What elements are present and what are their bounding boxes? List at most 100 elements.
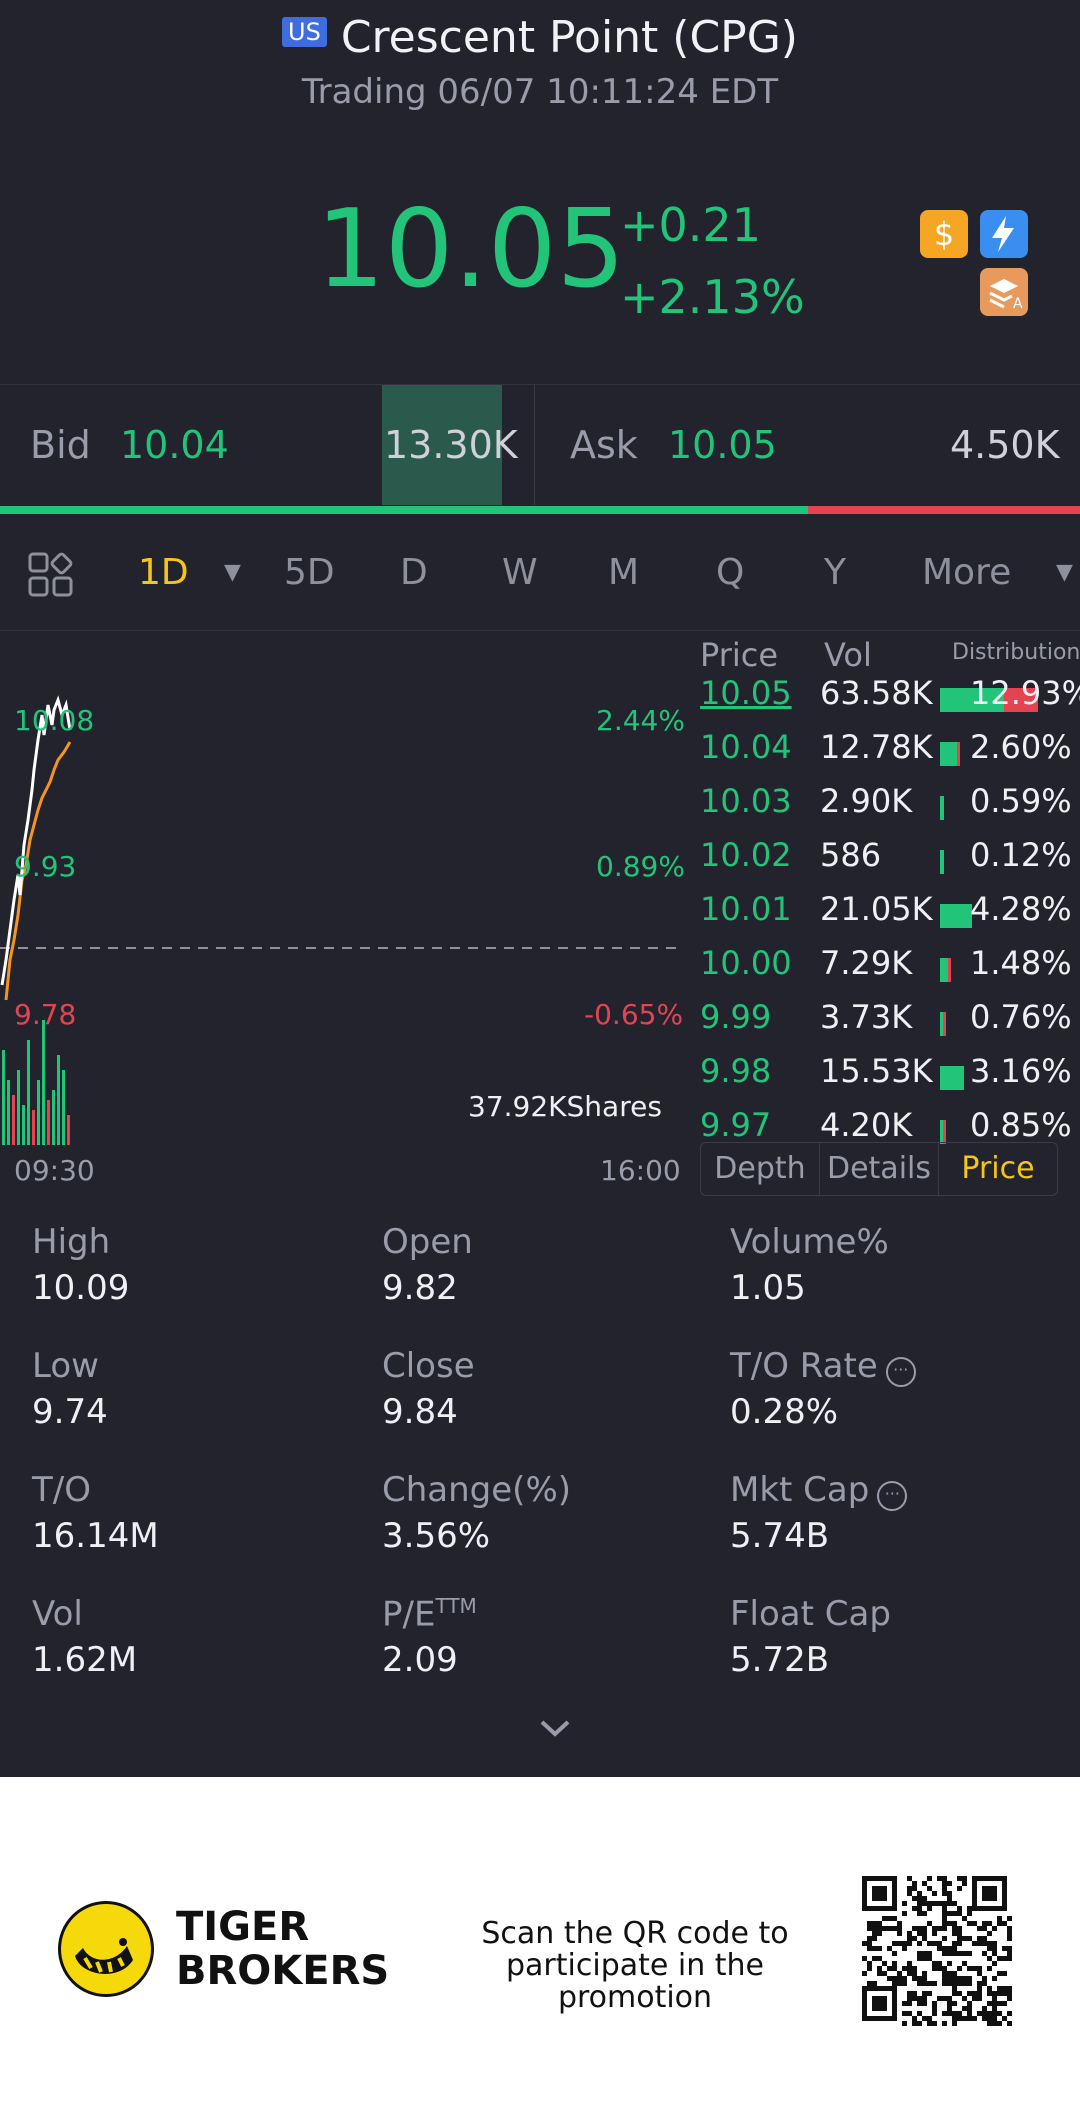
distribution-bar-buy	[940, 850, 944, 874]
row-percent: 2.60%	[970, 728, 1072, 766]
row-price: 10.04	[700, 728, 792, 766]
table-row[interactable]: 10.03 2.90K 0.59%	[0, 782, 1080, 836]
chart-period-tabs: 1D ▼ 5D D W M Q Y More ▼	[0, 540, 1080, 631]
ask-label: Ask	[570, 423, 638, 467]
distribution-bar-sell	[948, 958, 951, 982]
time-end-label: 16:00	[600, 1154, 681, 1187]
chevron-down-icon[interactable]: ▼	[224, 560, 241, 585]
stat-floatcap-label: Float Cap	[730, 1594, 891, 1634]
distribution-bar-sell	[943, 1120, 946, 1144]
ask-price: 10.05	[668, 423, 777, 467]
ask-ratio-bar	[808, 506, 1080, 514]
tab-q[interactable]: Q	[716, 552, 745, 593]
segment-depth[interactable]: Depth	[701, 1143, 820, 1195]
tab-w[interactable]: W	[502, 552, 538, 593]
distribution-bar-buy	[940, 1120, 943, 1144]
row-price: 10.03	[700, 782, 792, 820]
distribution-bar-sell	[943, 1012, 946, 1036]
stat-volpct-label: Volume%	[730, 1222, 889, 1262]
stock-title: US Crescent Point (CPG)	[0, 12, 1080, 63]
stat-close-label: Close	[382, 1346, 475, 1386]
lightning-icon[interactable]	[980, 210, 1028, 258]
chart-mid-pct-label: 0.89%	[596, 850, 685, 883]
chart-low-pct-label: -0.65%	[584, 998, 684, 1031]
time-start-label: 09:30	[14, 1154, 95, 1187]
row-percent: 0.12%	[970, 836, 1072, 874]
distribution-bar-buy	[940, 688, 1004, 712]
row-percent: 0.59%	[970, 782, 1072, 820]
stat-low-value: 9.74	[32, 1392, 108, 1432]
stat-pe-label: P/E	[382, 1594, 436, 1635]
bid-ask-panel[interactable]: Bid 10.04 13.30K Ask 10.05 4.50K	[0, 384, 1080, 505]
tab-y[interactable]: Y	[824, 552, 846, 593]
row-percent: 1.48%	[970, 944, 1072, 982]
brand-name-line1: TIGER	[176, 1904, 310, 1950]
more-info-icon[interactable]: ···	[877, 1481, 908, 1511]
stat-close-value: 9.84	[382, 1392, 458, 1432]
distribution-bar-sell	[957, 742, 960, 766]
distribution-bar-buy	[940, 796, 944, 820]
stat-chgpct-value: 3.56%	[382, 1516, 491, 1556]
table-row[interactable]: 10.00 7.29K 1.48%	[0, 944, 1080, 998]
tab-1d[interactable]: 1D	[138, 552, 189, 593]
table-row[interactable]: 10.01 21.05K 4.28%	[0, 890, 1080, 944]
row-price: 9.99	[700, 998, 772, 1036]
stat-chgpct-label: Change(%)	[382, 1470, 572, 1510]
more-chevron-icon[interactable]: ▼	[1056, 560, 1073, 585]
stat-open-label: Open	[382, 1222, 473, 1262]
stat-low-label: Low	[32, 1346, 99, 1386]
stat-mktcap-value: 5.74B	[730, 1516, 830, 1556]
tab-d[interactable]: D	[400, 552, 428, 593]
dollar-icon[interactable]: $	[920, 210, 968, 258]
bid-ratio-bar	[0, 506, 808, 514]
promo-text-line2: participate in the promotion	[506, 1948, 764, 2015]
row-volume: 2.90K	[820, 782, 913, 820]
avg-price-line	[4, 741, 72, 1001]
chart-mid-label: 9.93	[14, 850, 77, 883]
stat-floatcap-value: 5.72B	[730, 1640, 830, 1680]
table-row[interactable]: 9.98 15.53K 3.16%	[0, 1052, 1080, 1106]
stat-mktcap-label: Mkt Cap	[730, 1470, 870, 1510]
brand-name-line2: BROKERS	[176, 1948, 390, 1994]
page-title: Crescent Point (CPG)	[340, 12, 798, 63]
row-percent: 0.76%	[970, 998, 1072, 1036]
row-price: 9.98	[700, 1052, 772, 1090]
row-volume: 3.73K	[820, 998, 913, 1036]
tab-m[interactable]: M	[608, 552, 640, 593]
qr-code[interactable]	[862, 1876, 1012, 2026]
row-volume: 586	[820, 836, 882, 874]
col-vol-header: Vol	[824, 636, 872, 674]
distribution-bar-buy	[940, 1066, 964, 1090]
col-price-header: Price	[700, 636, 779, 674]
table-row[interactable]: 10.02 586 0.12%	[0, 836, 1080, 890]
tab-5d[interactable]: 5D	[284, 552, 335, 593]
svg-text:A: A	[1013, 296, 1023, 312]
table-row[interactable]: 10.04 12.78K 2.60%	[0, 728, 1080, 782]
row-volume: 4.20K	[820, 1106, 913, 1144]
tab-more[interactable]: More	[922, 552, 1012, 593]
stat-high-value: 10.09	[32, 1268, 130, 1308]
app-screen	[0, 0, 1080, 1777]
bid-ask-divider	[534, 385, 535, 505]
row-percent: 0.85%	[970, 1106, 1072, 1144]
more-info-icon[interactable]: ···	[885, 1357, 916, 1387]
distribution-bar-buy	[940, 904, 972, 928]
segment-price[interactable]: Price	[961, 1151, 1035, 1186]
col-distribution-header: Distribution	[952, 640, 1080, 665]
intraday-chart[interactable]	[0, 640, 690, 1160]
table-row[interactable]: 9.99 3.73K 0.76%	[0, 998, 1080, 1052]
table-row[interactable]: 10.05 63.58K 12.93%	[0, 674, 1080, 728]
stat-vol-value: 1.62M	[32, 1640, 138, 1680]
row-price: 10.00	[700, 944, 792, 982]
expand-chevron-icon[interactable]	[538, 1716, 572, 1744]
segment-details[interactable]: Details	[820, 1143, 939, 1195]
table-row[interactable]: 9.97 4.20K 0.85%	[0, 1106, 1080, 1160]
row-percent: 4.28%	[970, 890, 1072, 928]
stat-to-rate-label: T/O Rate	[730, 1346, 878, 1386]
distribution-bar-buy	[940, 958, 948, 982]
bid-size: 13.30K	[384, 423, 518, 467]
distribution-bar-buy	[940, 1012, 943, 1036]
stack-a-icon[interactable]: A	[980, 268, 1028, 316]
order-book-segment-control: Depth Details Price	[700, 1142, 1058, 1196]
layout-grid-icon[interactable]	[28, 552, 74, 602]
